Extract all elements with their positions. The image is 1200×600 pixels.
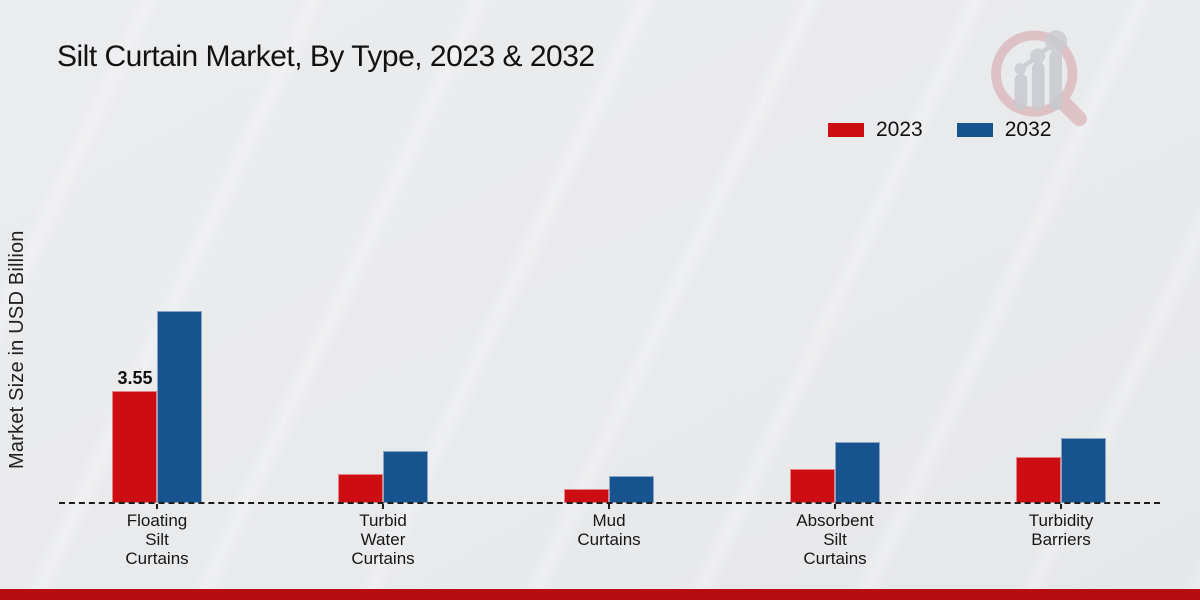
legend-label: 2023	[876, 118, 923, 141]
legend-swatch	[828, 123, 864, 137]
bar-2032	[609, 476, 654, 503]
legend-swatch	[956, 123, 993, 137]
x-axis-tick	[1060, 504, 1062, 509]
legend-item-2032: 2032	[956, 118, 1052, 142]
footer-accent-bar	[0, 589, 1200, 600]
legend-item-2023: 2023	[828, 118, 923, 142]
category-label: Floating Silt Curtains	[125, 511, 189, 568]
bar-2023	[564, 489, 609, 503]
bar-2023	[338, 474, 383, 503]
category-label: Mud Curtains	[577, 511, 641, 549]
legend: 2023 2032	[828, 118, 1051, 142]
category-label: Turbidity Barriers	[1028, 511, 1094, 549]
bar-value-label: 3.55	[117, 368, 153, 388]
x-axis-baseline	[59, 502, 1160, 504]
magnifier-barchart-logo-icon	[991, 30, 1087, 127]
bar-2032	[383, 451, 428, 503]
category-label: Absorbent Silt Curtains	[796, 511, 874, 568]
y-axis-label: Market Size in USD Billion	[6, 230, 28, 470]
bar-2023	[1016, 457, 1061, 503]
category-label: Turbid Water Curtains	[351, 511, 415, 568]
bar-2032	[157, 311, 202, 503]
page-title: Silt Curtain Market, By Type, 2023 & 203…	[57, 40, 595, 73]
bar-2032	[835, 442, 880, 503]
x-axis-tick	[834, 504, 836, 509]
bar-2023	[112, 391, 157, 503]
legend-label: 2032	[1004, 118, 1052, 141]
bar-2023	[790, 469, 835, 503]
x-axis-tick	[382, 504, 384, 509]
x-axis-tick	[608, 504, 610, 509]
x-axis-tick	[156, 504, 158, 509]
bar-2032	[1061, 438, 1106, 503]
